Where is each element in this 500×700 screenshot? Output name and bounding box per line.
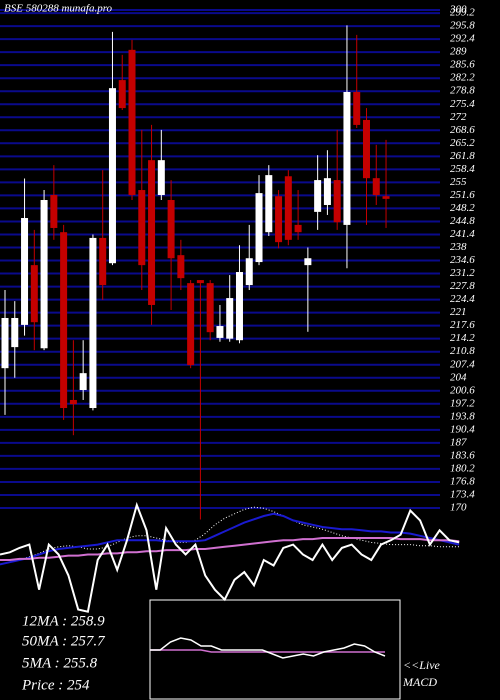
y-tick-label: 231.2 <box>450 267 475 279</box>
indicator-line <box>0 537 460 561</box>
y-tick-label: 261.8 <box>450 150 475 162</box>
candle-body <box>245 258 253 286</box>
candle-body <box>79 373 87 391</box>
y-tick-label: 193.8 <box>450 410 475 422</box>
candle-body <box>157 160 165 196</box>
info-text: 5MA : 255.8 <box>22 655 98 671</box>
info-text: 50MA : 257.7 <box>22 633 106 649</box>
y-tick-label: 170 <box>450 502 467 514</box>
info-text: Price : 254 <box>21 677 90 693</box>
candle-body <box>187 283 195 366</box>
y-tick-label: 234.6 <box>450 254 475 266</box>
y-tick-label: 299.2 <box>450 7 475 19</box>
y-tick-label: 289 <box>450 46 467 58</box>
candle-body <box>21 218 29 325</box>
chart-title: BSE 580288 munafa.pro <box>4 3 113 15</box>
y-tick-label: 190.4 <box>450 423 475 435</box>
candle-body <box>235 272 243 341</box>
y-tick-label: 217.6 <box>450 319 475 331</box>
y-tick-label: 210.8 <box>450 345 475 357</box>
info-text: 12MA : 258.9 <box>22 613 105 629</box>
candle-body <box>89 237 97 409</box>
candle-body <box>372 178 380 196</box>
y-tick-label: 224.4 <box>450 293 475 305</box>
candle-body <box>99 237 107 286</box>
indicator-line <box>0 501 460 613</box>
y-tick-label: 300 <box>449 4 467 16</box>
macd-label: MACD <box>402 675 437 689</box>
indicator-line <box>0 506 460 565</box>
candle-body <box>118 80 126 109</box>
y-tick-label: 241.4 <box>450 228 475 240</box>
candle-body <box>30 265 38 323</box>
y-tick-label: 275.4 <box>450 98 475 110</box>
candle-body <box>206 283 214 333</box>
candle-body <box>294 224 302 233</box>
candle-body <box>265 175 273 233</box>
y-tick-label: 173.4 <box>450 489 475 501</box>
y-tick-label: 207.4 <box>450 358 475 370</box>
candle-body <box>11 317 19 348</box>
candle-body <box>69 399 77 405</box>
candle-body <box>226 298 234 339</box>
candle-body <box>196 280 204 284</box>
y-tick-label: 221 <box>450 306 467 318</box>
candle-body <box>275 196 283 243</box>
candle-body <box>362 119 370 179</box>
live-label: <<Live <box>403 658 441 672</box>
y-tick-label: 258.4 <box>450 163 475 175</box>
y-tick-label: 272 <box>450 111 467 123</box>
y-tick-label: 180.2 <box>450 462 475 474</box>
y-tick-label: 227.8 <box>450 280 475 292</box>
macd-line <box>150 637 386 659</box>
candle-body <box>177 255 185 279</box>
candle-body <box>216 326 224 338</box>
y-tick-label: 292.4 <box>450 33 475 45</box>
candle-body <box>323 178 331 205</box>
y-tick-label: 278.8 <box>450 85 475 97</box>
candle-body <box>353 91 361 125</box>
y-tick-label: 200.6 <box>450 384 475 396</box>
y-tick-label: 265.2 <box>450 137 475 149</box>
candle-body <box>108 88 116 264</box>
candle-body <box>60 232 68 409</box>
indicator-line <box>0 512 460 566</box>
candle-body <box>1 317 9 369</box>
y-tick-label: 204 <box>450 371 467 383</box>
candle-body <box>128 49 136 196</box>
y-tick-label: 251.6 <box>450 189 475 201</box>
y-tick-label: 285.6 <box>450 59 475 71</box>
price-panel: 300299.2295.8292.4289285.6282.2278.8275.… <box>0 4 475 520</box>
candle-body <box>167 200 175 259</box>
y-tick-label: 214.2 <box>450 332 475 344</box>
y-tick-label: 197.2 <box>450 397 475 409</box>
candle-body <box>284 176 292 240</box>
candle-body <box>255 193 263 263</box>
candle-body <box>382 196 390 199</box>
y-tick-label: 238 <box>450 241 467 253</box>
y-tick-label: 183.6 <box>450 449 475 461</box>
y-tick-label: 268.6 <box>450 124 475 136</box>
candle-body <box>50 195 58 228</box>
y-tick-label: 244.8 <box>450 215 475 227</box>
candle-body <box>40 200 48 349</box>
y-tick-label: 176.8 <box>450 475 475 487</box>
candle-body <box>304 258 312 266</box>
candle-body <box>333 180 341 223</box>
y-tick-label: 248.2 <box>450 202 475 214</box>
y-tick-label: 295.8 <box>450 20 475 32</box>
y-tick-label: 255 <box>450 176 467 188</box>
candle-body <box>148 160 156 305</box>
y-tick-label: 187 <box>450 436 467 448</box>
candle-body <box>138 190 146 266</box>
candle-body <box>343 91 351 225</box>
candle-body <box>314 180 322 212</box>
y-tick-label: 282.2 <box>450 72 475 84</box>
